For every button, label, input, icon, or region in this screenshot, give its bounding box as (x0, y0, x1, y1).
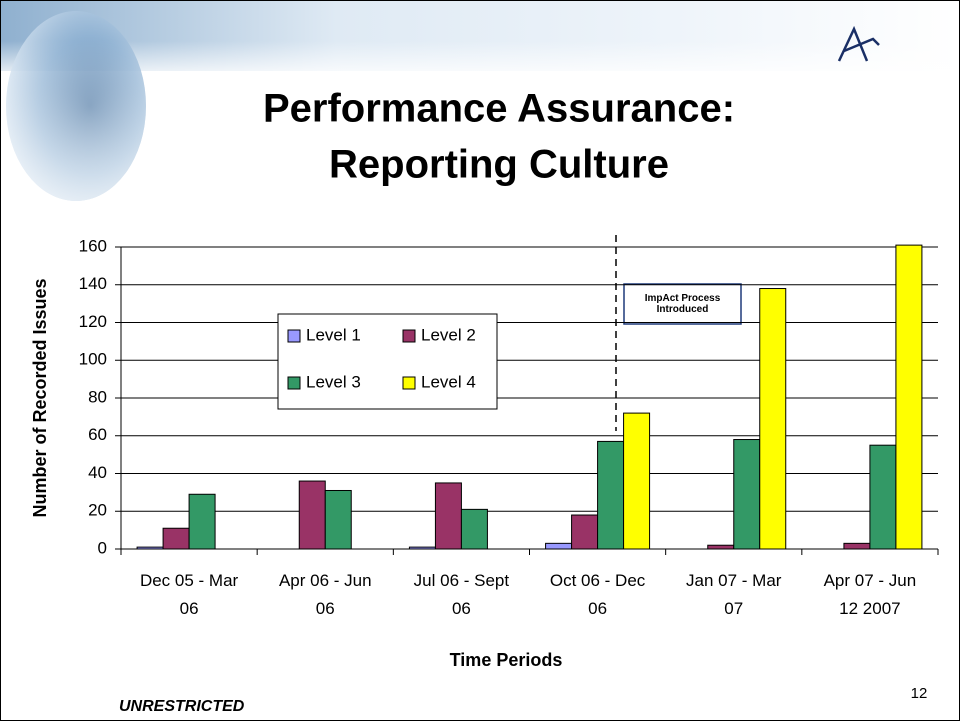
bar (299, 481, 325, 549)
bar (189, 494, 215, 549)
annotation: ImpAct Process Introduced (624, 284, 741, 324)
bar (325, 490, 351, 549)
x-tick-label: Oct 06 - Dec 06 (541, 567, 655, 623)
y-tick-label: 80 (88, 387, 107, 406)
y-tick-label: 0 (98, 538, 107, 557)
legend-label: Level 3 (306, 372, 361, 391)
bar (572, 515, 598, 549)
slide: Performance Assurance: Reporting Culture… (0, 0, 960, 721)
y-tick-label: 60 (88, 425, 107, 444)
grid (121, 247, 938, 549)
x-tick-label: Apr 06 - Jun 06 (268, 567, 382, 623)
annotation-wrap: ImpAct Process Introduced (624, 284, 741, 324)
y-tick-label: 120 (79, 312, 107, 331)
legend-label: Level 2 (421, 325, 476, 344)
bar (435, 483, 461, 549)
bar (461, 509, 487, 549)
x-tick-label: Apr 07 - Jun 12 2007 (813, 567, 927, 623)
slide-title: Performance Assurance: (263, 87, 735, 131)
bar (708, 545, 734, 549)
bar (760, 289, 786, 549)
x-tick-label: Jan 07 - Mar 07 (677, 567, 791, 623)
y-axis-title: Number of Recorded Issues (30, 278, 50, 517)
y-tick-label: 140 (79, 274, 107, 293)
bar (844, 543, 870, 549)
y-tick-label: 20 (88, 501, 107, 520)
x-axis-title: Time Periods (450, 650, 563, 670)
bar (137, 547, 163, 549)
bar (896, 245, 922, 549)
x-tick-label: Jul 06 - Sept 06 (404, 567, 518, 623)
bar (409, 547, 435, 549)
y-tick-label: 100 (79, 350, 107, 369)
legend-swatch (403, 377, 415, 389)
legend-swatch (403, 330, 415, 342)
y-tick-label: 40 (88, 463, 107, 482)
y-tick-label: 160 (79, 236, 107, 255)
page-number: 12 (911, 685, 928, 702)
legend-swatch (288, 377, 300, 389)
bar (870, 445, 896, 549)
globe-fade (6, 11, 146, 201)
legend-label: Level 1 (306, 325, 361, 344)
bar (734, 440, 760, 549)
legend-swatch (288, 330, 300, 342)
bar (598, 441, 624, 549)
bar (546, 543, 572, 549)
bar (163, 528, 189, 549)
x-tick-label: Dec 05 - Mar 06 (132, 567, 246, 623)
header-fade (1, 41, 959, 81)
slide-title: Reporting Culture (329, 143, 669, 187)
footer: UNRESTRICTED (119, 698, 245, 715)
bar (624, 413, 650, 549)
legend-label: Level 4 (421, 372, 476, 391)
